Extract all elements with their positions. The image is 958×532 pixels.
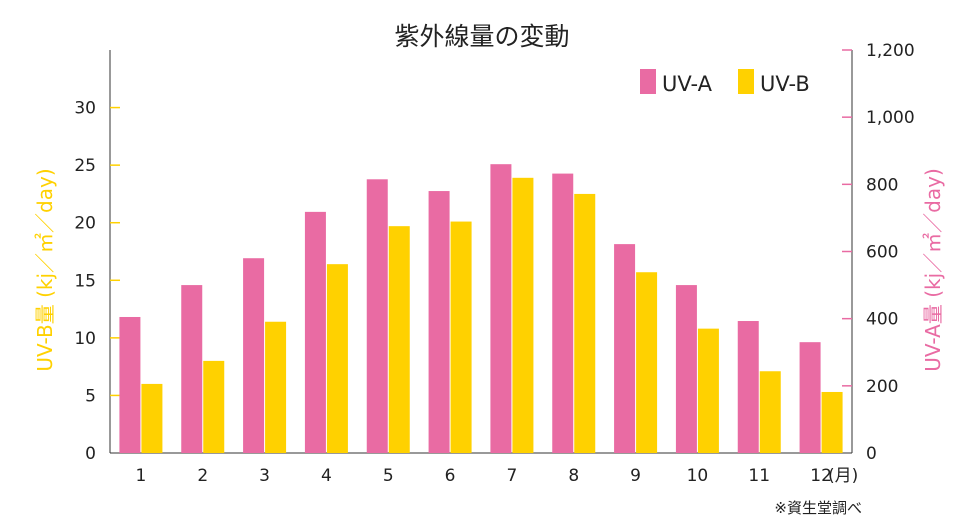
x-tick-label: 4	[321, 466, 332, 486]
bar-uv-b	[450, 221, 472, 453]
bar-uv-b	[574, 193, 596, 453]
legend-label-uv-b: UV-B	[760, 72, 810, 96]
bar-uv-b	[141, 383, 163, 453]
bar-uv-a	[799, 342, 821, 453]
x-tick-label: 11	[748, 466, 770, 486]
bar-uv-a	[490, 164, 512, 453]
bar-uv-b	[636, 272, 658, 453]
bar-uv-a	[675, 285, 697, 453]
y-right-tick-label: 1,000	[866, 108, 915, 128]
bar-uv-b	[697, 328, 719, 453]
x-tick-label: 2	[197, 466, 208, 486]
x-tick-label: 9	[630, 466, 641, 486]
y-right-tick-label: 0	[866, 444, 877, 464]
y-right-tick-label: 400	[866, 310, 898, 330]
y-left-tick-label: 0	[85, 444, 96, 464]
source-note: ※資生堂調べ	[774, 499, 862, 517]
x-tick-label: 3	[259, 466, 270, 486]
x-tick-label: 8	[568, 466, 579, 486]
bar-uv-b	[759, 371, 781, 453]
y-right-tick-label: 1,200	[866, 41, 915, 61]
bar-uv-b	[326, 264, 348, 453]
bar-uv-b	[203, 360, 225, 453]
bar-uv-a	[614, 244, 636, 453]
bar-uv-b	[388, 226, 410, 453]
bar-uv-a	[737, 321, 759, 453]
x-tick-label: 1	[136, 466, 147, 486]
bar-uv-a	[119, 316, 141, 453]
bar-uv-a	[181, 285, 203, 453]
x-tick-label: 7	[507, 466, 518, 486]
chart-title: 紫外線量の変動	[394, 22, 569, 51]
y-right-tick-label: 800	[866, 175, 898, 195]
y-left-tick-label: 20	[74, 214, 96, 234]
bar-uv-a	[428, 191, 450, 454]
legend-swatch-uv-a	[640, 69, 656, 94]
y-left-tick-label: 15	[74, 271, 96, 291]
y-left-tick-label: 30	[74, 99, 96, 119]
x-tick-label: 5	[383, 466, 394, 486]
bar-uv-a	[552, 173, 574, 453]
legend-label-uv-a: UV-A	[662, 72, 713, 96]
y-right-tick-label: 600	[866, 243, 898, 263]
legend-swatch-uv-b	[738, 69, 754, 94]
legend: UV-A UV-B	[640, 69, 810, 96]
y-axis-right-label: UV-A量 (kj／㎡／day)	[921, 168, 945, 372]
bar-uv-a	[243, 258, 265, 453]
bar-uv-b	[512, 177, 534, 453]
y-axis-left-label: UV-B量 (kj／㎡／day)	[33, 168, 57, 371]
bar-uv-a	[304, 211, 326, 453]
x-tick-label: 12	[810, 466, 832, 486]
x-tick-label: 10	[687, 466, 709, 486]
y-left-tick-label: 5	[85, 386, 96, 406]
bar-uv-b	[265, 321, 287, 453]
y-left-tick-label: 10	[74, 329, 96, 349]
y-left-tick-label: 25	[74, 156, 96, 176]
x-axis-unit: (月)	[828, 466, 858, 486]
x-tick-label: 6	[445, 466, 456, 486]
bar-uv-a	[366, 179, 388, 453]
y-right-tick-label: 200	[866, 377, 898, 397]
bar-uv-b	[821, 391, 843, 453]
